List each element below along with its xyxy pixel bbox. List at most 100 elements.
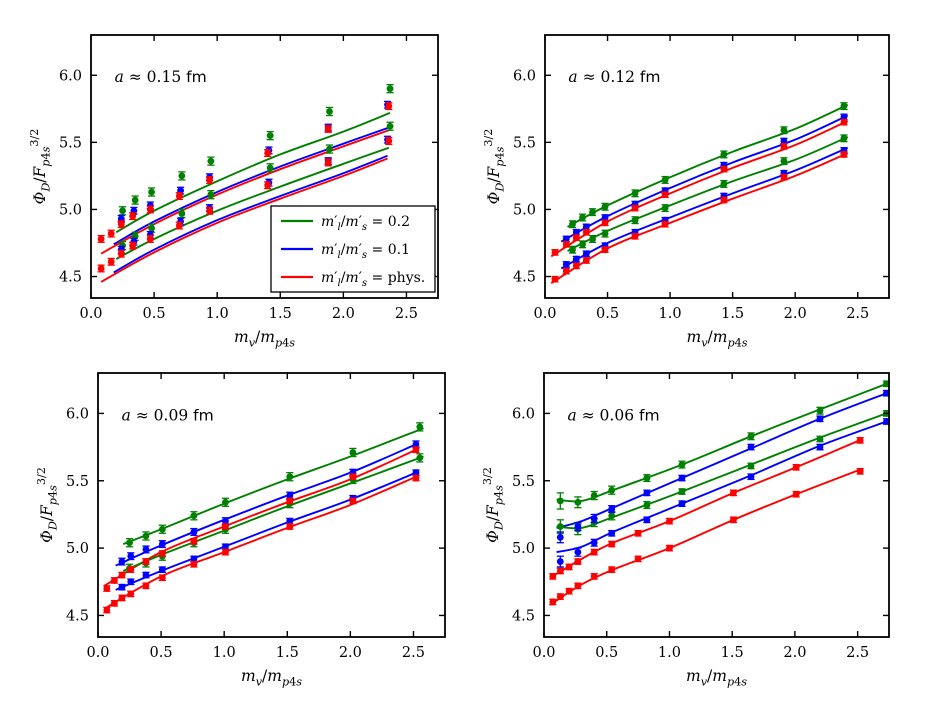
data-point: [190, 560, 198, 568]
data-point: [266, 164, 274, 172]
data-point: [126, 539, 133, 547]
data-point: [556, 523, 564, 530]
data-point: [178, 210, 186, 217]
data-point: [840, 151, 848, 158]
data-point: [118, 571, 126, 579]
data-point: [190, 555, 198, 563]
data-point: [608, 486, 616, 494]
data-point: [129, 242, 137, 250]
data-point: [416, 423, 424, 431]
data-point: [118, 594, 126, 602]
data-point: [720, 151, 728, 158]
data-point: [780, 157, 788, 165]
plot-border: [97, 372, 446, 638]
y-tick-label: 5.5: [66, 474, 89, 490]
data-point: [549, 572, 557, 580]
subplot-a012: 0.0 0.5 1.0 1.5 2.0 2.5 4.5 5.0 5.5 6.0 mv/mp4s ΦD/…: [482, 34, 890, 350]
data-point: [412, 469, 420, 477]
data-point: [631, 204, 639, 212]
data-point: [158, 525, 166, 533]
x-tick-label: 0.0: [86, 645, 109, 661]
data-point: [780, 173, 788, 181]
y-tick-label: 6.0: [66, 406, 89, 422]
data-point: [175, 192, 183, 200]
data-point: [190, 528, 198, 536]
y-tick-label: 4.5: [512, 608, 535, 624]
x-tick-label: 1.5: [269, 306, 292, 322]
data-point: [556, 533, 564, 541]
data-point: [148, 224, 155, 232]
data-point: [601, 203, 609, 211]
data-point: [574, 558, 582, 565]
lattice-spacing-annotation: a ≈ 0.06 fm: [567, 406, 659, 424]
series-data-phys-upper: [97, 102, 393, 243]
y-tick-label: 5.5: [512, 474, 535, 490]
data-point: [780, 137, 788, 145]
data-point: [780, 126, 788, 134]
data-point: [549, 598, 557, 606]
data-point: [678, 474, 686, 482]
data-point: [840, 113, 848, 121]
data-point: [142, 571, 150, 579]
data-point: [175, 222, 183, 229]
legend: m′l/m′s = 0.2 m′l/m′s = 0.1 m′l/m′s = phys…: [270, 205, 436, 293]
series-data-phys-lower: [549, 467, 864, 606]
y-tick-label: 5.5: [513, 135, 536, 151]
data-point: [286, 517, 294, 525]
series-data-0.1-lower: [556, 418, 890, 568]
data-point: [582, 257, 590, 264]
data-point: [572, 234, 580, 242]
data-point: [131, 196, 139, 204]
lattice-spacing-annotation: a ≈ 0.15 fm: [115, 68, 207, 86]
data-point: [385, 137, 393, 145]
y-axis-label: ΦD/Fp4s3/2: [35, 467, 60, 543]
subplot-a015: 0.0 0.5 1.0 1.5 2.0 2.5 4.5 5.0 5.5 6.0 mv/mp4s ΦD/…: [28, 34, 439, 350]
data-point: [286, 492, 294, 499]
series-data-0.1-upper: [118, 440, 420, 566]
data-point: [207, 191, 215, 199]
series-data-phys-lower: [103, 474, 420, 614]
series-data-0.2-lower: [125, 453, 424, 573]
data-point: [142, 546, 150, 553]
data-point: [816, 415, 824, 423]
data-point: [574, 498, 582, 506]
data-point: [631, 232, 639, 240]
series-layer: [97, 83, 394, 283]
fit-line-fit-phys-upper: [100, 129, 390, 255]
data-point: [574, 548, 582, 556]
series-data-phys-lower: [97, 137, 393, 273]
fit-line-fit-0.2-upper: [556, 381, 890, 503]
data-point: [666, 544, 673, 552]
data-point: [349, 473, 357, 481]
x-tick-label: 0.5: [150, 645, 173, 661]
y-tick-label: 5.0: [59, 202, 82, 218]
data-point: [634, 529, 642, 537]
data-point: [286, 497, 294, 505]
data-point: [117, 220, 125, 228]
data-point: [856, 436, 864, 444]
data-point: [590, 572, 598, 580]
data-point: [158, 574, 166, 582]
data-point: [634, 555, 642, 563]
data-point: [551, 248, 559, 256]
x-axis-label: mv/mp4s: [686, 667, 747, 689]
data-point: [661, 204, 669, 212]
series-data-0.2-upper: [568, 102, 848, 229]
fit-line-fit-phys-lower: [549, 467, 863, 606]
data-point: [127, 552, 135, 560]
data-point: [565, 563, 573, 571]
data-point: [148, 188, 155, 196]
fit-line-fit-phys-lower: [550, 152, 849, 285]
data-point: [572, 262, 580, 270]
data-point: [589, 235, 596, 243]
data-point: [840, 102, 848, 110]
data-point: [142, 582, 150, 590]
data-point: [158, 550, 166, 557]
data-point: [266, 132, 274, 140]
lattice-spacing-annotation: a ≈ 0.09 fm: [122, 406, 214, 424]
data-point: [678, 488, 686, 495]
series-data-0.1-upper: [556, 389, 890, 544]
lattice-spacing-annotation: a ≈ 0.12 fm: [568, 68, 660, 86]
x-tick-label: 2.0: [339, 645, 362, 661]
